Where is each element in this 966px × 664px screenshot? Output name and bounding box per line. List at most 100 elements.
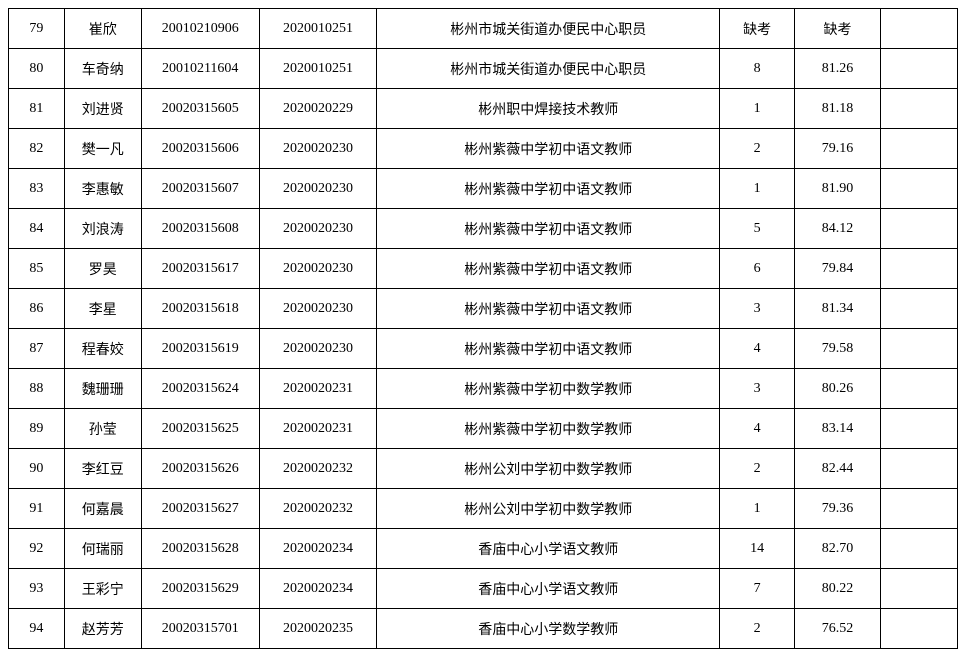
table-row: 94赵芳芳200203157012020020235香庙中心小学数学教师276.… [9, 609, 958, 649]
cell-num1: 20020315629 [141, 569, 259, 609]
cell-rank: 6 [720, 249, 795, 289]
cell-name: 赵芳芳 [64, 609, 141, 649]
cell-num2: 2020020232 [259, 489, 377, 529]
cell-rank: 3 [720, 289, 795, 329]
cell-idx: 79 [9, 9, 65, 49]
cell-rank: 1 [720, 169, 795, 209]
cell-idx: 87 [9, 329, 65, 369]
cell-rank: 14 [720, 529, 795, 569]
cell-name: 程春姣 [64, 329, 141, 369]
cell-position: 彬州紫薇中学初中语文教师 [377, 129, 720, 169]
cell-score: 81.90 [795, 169, 881, 209]
cell-empty [880, 329, 957, 369]
cell-empty [880, 369, 957, 409]
cell-num2: 2020020230 [259, 249, 377, 289]
cell-position: 彬州公刘中学初中数学教师 [377, 489, 720, 529]
cell-rank: 缺考 [720, 9, 795, 49]
cell-score: 81.18 [795, 89, 881, 129]
cell-num1: 20020315606 [141, 129, 259, 169]
cell-empty [880, 49, 957, 89]
cell-num2: 2020020231 [259, 369, 377, 409]
table-row: 91何嘉晨200203156272020020232彬州公刘中学初中数学教师17… [9, 489, 958, 529]
cell-num2: 2020020232 [259, 449, 377, 489]
cell-num1: 20020315608 [141, 209, 259, 249]
cell-score: 80.26 [795, 369, 881, 409]
cell-num1: 20020315607 [141, 169, 259, 209]
table-row: 89孙莹200203156252020020231彬州紫薇中学初中数学教师483… [9, 409, 958, 449]
cell-num1: 20020315617 [141, 249, 259, 289]
cell-name: 孙莹 [64, 409, 141, 449]
cell-score: 缺考 [795, 9, 881, 49]
cell-rank: 4 [720, 409, 795, 449]
cell-idx: 88 [9, 369, 65, 409]
table-row: 84刘浪涛200203156082020020230彬州紫薇中学初中语文教师58… [9, 209, 958, 249]
cell-score: 79.16 [795, 129, 881, 169]
cell-name: 罗昊 [64, 249, 141, 289]
cell-idx: 82 [9, 129, 65, 169]
cell-rank: 2 [720, 449, 795, 489]
cell-rank: 2 [720, 609, 795, 649]
cell-position: 彬州公刘中学初中数学教师 [377, 449, 720, 489]
cell-rank: 7 [720, 569, 795, 609]
cell-score: 79.84 [795, 249, 881, 289]
table-row: 86李星200203156182020020230彬州紫薇中学初中语文教师381… [9, 289, 958, 329]
cell-empty [880, 529, 957, 569]
cell-num1: 20020315605 [141, 89, 259, 129]
cell-num1: 20020315619 [141, 329, 259, 369]
cell-score: 76.52 [795, 609, 881, 649]
cell-position: 彬州职中焊接技术教师 [377, 89, 720, 129]
cell-num2: 2020010251 [259, 49, 377, 89]
cell-position: 彬州紫薇中学初中数学教师 [377, 369, 720, 409]
cell-score: 82.70 [795, 529, 881, 569]
cell-empty [880, 9, 957, 49]
cell-position: 彬州市城关街道办便民中心职员 [377, 49, 720, 89]
cell-position: 香庙中心小学数学教师 [377, 609, 720, 649]
cell-num1: 20020315624 [141, 369, 259, 409]
cell-score: 82.44 [795, 449, 881, 489]
cell-num1: 20020315627 [141, 489, 259, 529]
cell-idx: 85 [9, 249, 65, 289]
cell-empty [880, 129, 957, 169]
cell-num1: 20010211604 [141, 49, 259, 89]
table-row: 80车奇纳200102116042020010251彬州市城关街道办便民中心职员… [9, 49, 958, 89]
cell-name: 李惠敏 [64, 169, 141, 209]
cell-position: 彬州紫薇中学初中数学教师 [377, 409, 720, 449]
cell-empty [880, 449, 957, 489]
cell-idx: 86 [9, 289, 65, 329]
table-body: 79崔欣200102109062020010251彬州市城关街道办便民中心职员缺… [9, 9, 958, 649]
cell-empty [880, 409, 957, 449]
cell-position: 彬州市城关街道办便民中心职员 [377, 9, 720, 49]
cell-score: 84.12 [795, 209, 881, 249]
cell-rank: 1 [720, 89, 795, 129]
cell-name: 樊一凡 [64, 129, 141, 169]
cell-num1: 20020315626 [141, 449, 259, 489]
cell-num2: 2020020234 [259, 569, 377, 609]
cell-empty [880, 209, 957, 249]
cell-score: 83.14 [795, 409, 881, 449]
cell-score: 81.26 [795, 49, 881, 89]
cell-position: 彬州紫薇中学初中语文教师 [377, 289, 720, 329]
cell-num1: 20020315618 [141, 289, 259, 329]
cell-idx: 93 [9, 569, 65, 609]
cell-empty [880, 249, 957, 289]
cell-name: 车奇纳 [64, 49, 141, 89]
cell-position: 彬州紫薇中学初中语文教师 [377, 329, 720, 369]
cell-idx: 83 [9, 169, 65, 209]
cell-idx: 89 [9, 409, 65, 449]
cell-rank: 1 [720, 489, 795, 529]
cell-empty [880, 489, 957, 529]
cell-num1: 20020315701 [141, 609, 259, 649]
cell-rank: 2 [720, 129, 795, 169]
cell-name: 王彩宁 [64, 569, 141, 609]
cell-score: 80.22 [795, 569, 881, 609]
table-row: 85罗昊200203156172020020230彬州紫薇中学初中语文教师679… [9, 249, 958, 289]
cell-idx: 84 [9, 209, 65, 249]
cell-position: 彬州紫薇中学初中语文教师 [377, 209, 720, 249]
cell-num1: 20010210906 [141, 9, 259, 49]
cell-num2: 2020020235 [259, 609, 377, 649]
cell-rank: 3 [720, 369, 795, 409]
cell-num2: 2020020230 [259, 169, 377, 209]
cell-idx: 94 [9, 609, 65, 649]
cell-name: 何瑞丽 [64, 529, 141, 569]
cell-name: 崔欣 [64, 9, 141, 49]
